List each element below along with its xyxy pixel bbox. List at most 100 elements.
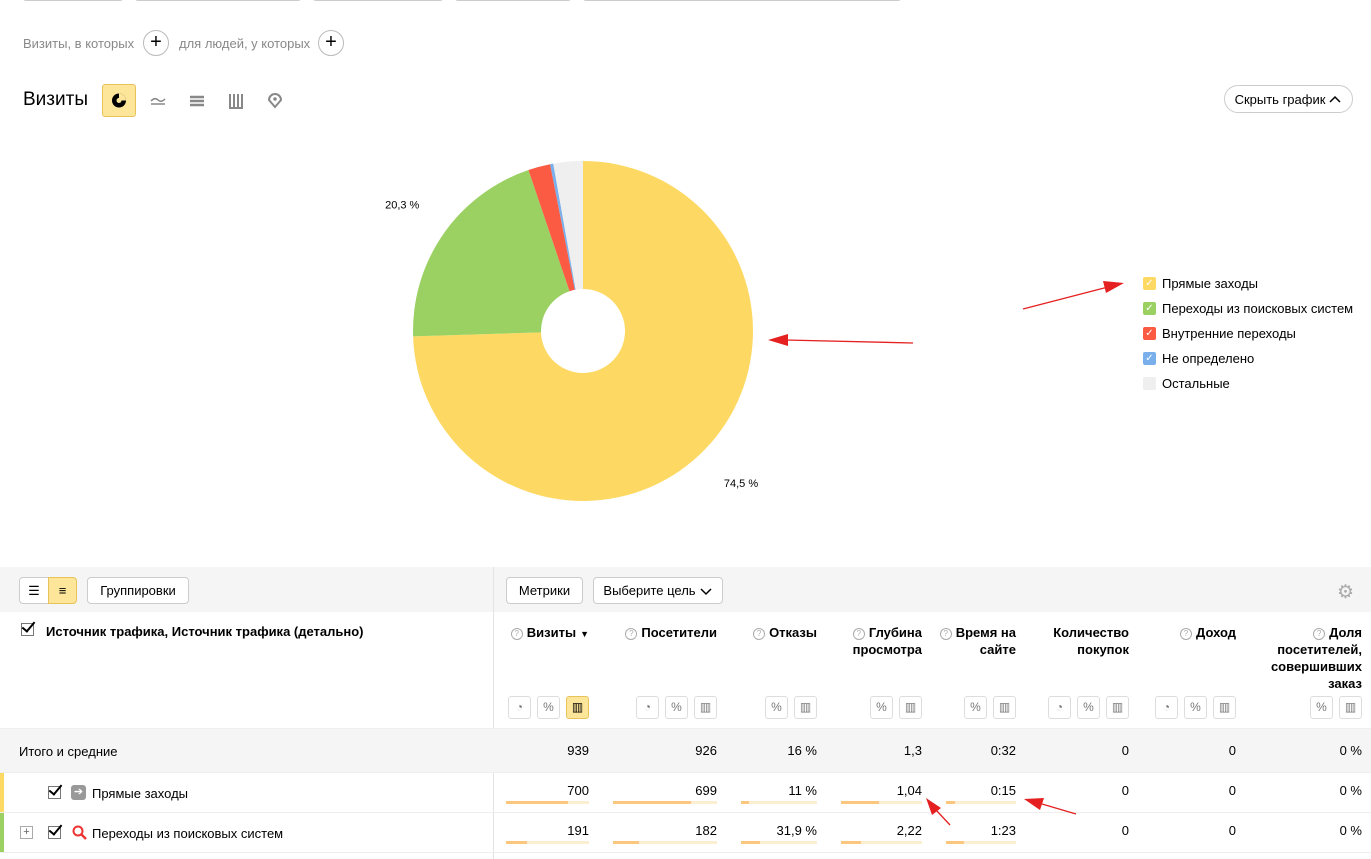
table-cell: 0: [1121, 783, 1129, 798]
chart-toggle[interactable]: %: [1077, 696, 1100, 719]
chart-toggle[interactable]: %: [1184, 696, 1207, 719]
header-text: Доля посетителей, совершивших заказ: [1270, 625, 1362, 691]
legend-item[interactable]: ✓ Не определено: [1143, 351, 1254, 366]
help-icon: ?: [939, 628, 952, 640]
bar-fill: [613, 801, 691, 804]
top-button[interactable]: [312, 0, 444, 1]
pie-slice: [413, 169, 570, 337]
top-button[interactable]: [454, 0, 572, 1]
top-button[interactable]: [134, 0, 302, 1]
divider: [493, 567, 494, 859]
checkbox[interactable]: [48, 826, 61, 839]
column-header[interactable]: ? Доход: [1156, 624, 1236, 641]
bar-track: [841, 841, 922, 844]
chart-toggle[interactable]: ▥: [993, 696, 1016, 719]
bar-fill: [841, 801, 879, 804]
filter-label: Визиты, в которых: [23, 36, 135, 51]
chart-toggle[interactable]: %: [870, 696, 893, 719]
chart-toggle[interactable]: %: [537, 696, 560, 719]
bar-track: [506, 801, 589, 804]
pie-slice: [528, 164, 575, 292]
chevron: [1329, 95, 1341, 103]
slice-label: 20,3 %: [385, 200, 419, 212]
pie-view-button[interactable]: [102, 84, 136, 117]
chart-toggle[interactable]: ◔: [1155, 696, 1178, 719]
hide-chart-button[interactable]: Скрыть график: [1224, 85, 1353, 113]
legend-label: Прямые заходы: [1162, 276, 1259, 291]
chart-toggle[interactable]: %: [765, 696, 788, 719]
table-cell: 700: [567, 783, 589, 798]
chart-toggle[interactable]: ◔: [1048, 696, 1071, 719]
checkbox[interactable]: [48, 786, 61, 799]
bar-fill: [741, 841, 760, 844]
chart-toggle[interactable]: ▥: [694, 696, 717, 719]
table-cell: 1:23: [990, 823, 1016, 838]
legend-label: Переходы из поисковых систем: [1162, 301, 1354, 316]
report-title: Визиты: [23, 89, 88, 110]
icon: [112, 93, 126, 108]
flat-view-button[interactable]: ☰: [19, 577, 49, 604]
chart-toggle[interactable]: %: [1310, 696, 1333, 719]
column-header[interactable]: ? Доля посетителей, совершивших заказ: [1252, 624, 1362, 692]
chart-toggle[interactable]: %: [665, 696, 688, 719]
add-filter[interactable]: +: [143, 30, 169, 56]
expand-button[interactable]: +: [20, 826, 33, 839]
goal-select[interactable]: Выберите цель: [593, 577, 723, 604]
table-cell: 31,9 %: [776, 823, 817, 838]
chart-toggle[interactable]: ▥: [1339, 696, 1362, 719]
bar-track: [613, 841, 717, 844]
chart-toggle[interactable]: ◔: [636, 696, 659, 719]
settings-icon[interactable]: ⚙: [1337, 582, 1355, 603]
legend-item[interactable]: ✓ Внутренние переходы: [1143, 326, 1296, 341]
pie-slice: [413, 161, 754, 502]
row-label: Прямые заходы: [92, 786, 189, 801]
chart-toggle[interactable]: ▥: [1213, 696, 1236, 719]
header-text: Глубина просмотра: [852, 625, 922, 657]
bar-track: [613, 801, 717, 804]
help-icon: ?: [625, 628, 638, 640]
legend-item[interactable]: ✓ Прямые заходы: [1143, 276, 1258, 291]
column-header[interactable]: ? Посетители: [607, 624, 717, 641]
annotation-arrows: [768, 281, 1124, 346]
column-header[interactable]: ? Глубина просмотра: [832, 624, 922, 658]
chart-toggle[interactable]: ◔: [508, 696, 531, 719]
totals-row: [0, 728, 1371, 773]
top-button[interactable]: [22, 0, 124, 1]
bar-fill: [841, 841, 861, 844]
legend-item[interactable]: ✓ Переходы из поисковых систем: [1143, 301, 1353, 316]
bar-track: [741, 801, 817, 804]
select-label: Выберите цель: [603, 583, 696, 598]
header-text: Посетители: [641, 625, 717, 640]
column-header[interactable]: Количество покупок: [1029, 624, 1129, 658]
column-header[interactable]: ? Отказы: [737, 624, 817, 641]
top-button[interactable]: [582, 0, 902, 1]
bar-track: [841, 801, 922, 804]
legend-item[interactable]: Остальные: [1143, 376, 1230, 391]
chevron: [700, 587, 712, 595]
search-icon: [72, 825, 87, 840]
table-cell: 2,22: [896, 823, 922, 838]
table-cell: 11 %: [788, 783, 817, 798]
help-icon: ?: [1313, 628, 1326, 640]
pie-slice: [553, 161, 583, 290]
bar-fill: [741, 801, 749, 804]
view-icons[interactable]: [146, 88, 286, 114]
legend-swatch: ✓: [1143, 302, 1156, 315]
column-header[interactable]: ? Время на сайте: [936, 624, 1016, 658]
chart-toggle[interactable]: ▥: [794, 696, 817, 719]
chart-toggle[interactable]: ▥: [566, 696, 589, 719]
legend-label: Внутренние переходы: [1162, 326, 1296, 341]
add-filter[interactable]: +: [318, 30, 344, 56]
row-color-marker: [0, 813, 4, 852]
groupings-button[interactable]: Группировки: [87, 577, 189, 604]
chart-toggle[interactable]: ▥: [1106, 696, 1129, 719]
chart-toggle[interactable]: ▥: [899, 696, 922, 719]
tree-view-button[interactable]: ≡: [48, 577, 77, 604]
chart-toggle[interactable]: %: [964, 696, 987, 719]
checkbox[interactable]: [21, 623, 34, 636]
legend-label: Остальные: [1162, 376, 1230, 391]
metrics-button[interactable]: Метрики: [506, 577, 583, 604]
help-icon: ?: [852, 628, 865, 640]
column-header[interactable]: ? Визиты ▼: [499, 624, 589, 643]
